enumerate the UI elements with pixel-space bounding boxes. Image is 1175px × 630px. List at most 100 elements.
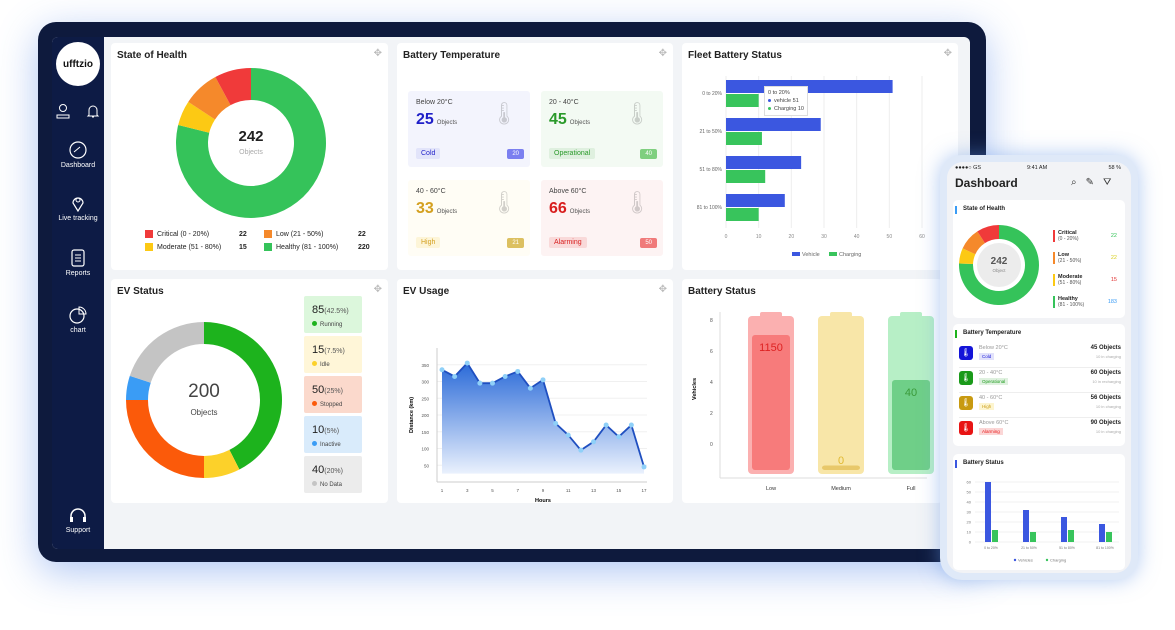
bar-vehicles[interactable]	[1099, 524, 1105, 542]
legend-swatch	[264, 230, 272, 238]
ev-status-slice[interactable]	[204, 449, 240, 478]
move-icon[interactable]: ✥	[373, 48, 382, 59]
legend-value: 220	[358, 243, 370, 251]
data-point[interactable]	[439, 367, 445, 373]
bar-vehicles[interactable]	[1023, 510, 1029, 542]
sidebar-item-chart[interactable]: chart	[52, 305, 104, 334]
bar-charging[interactable]	[1030, 532, 1036, 542]
legend-bar	[1053, 274, 1055, 286]
bar-vehicles[interactable]	[1061, 517, 1067, 542]
data-point[interactable]	[591, 439, 596, 445]
support-button[interactable]: Support	[52, 507, 104, 534]
sidebar-item-dashboard[interactable]: Dashboard	[52, 140, 104, 169]
phone-soh-slice[interactable]	[959, 225, 1039, 305]
y-tick-label: 0	[710, 442, 713, 448]
temperature-row[interactable]: 🌡 40 - 60°C High 56 Objects 10 in charging	[959, 394, 1121, 418]
phone-title: Dashboard	[955, 176, 1018, 190]
phone-battery-chart: 0 10 20 30 40 50 60 0 to 20% 21 to 50% 51 to 80% 8…	[967, 480, 1119, 563]
legend-item: Critical (0 - 20%) 22	[145, 230, 247, 238]
ev-total: 200	[188, 381, 220, 402]
data-point[interactable]	[515, 368, 521, 374]
y-tick-label: 6	[710, 349, 713, 355]
temperature-row[interactable]: 🌡 20 - 40°C Operational 60 Objects 10 in rec…	[959, 369, 1121, 393]
data-point[interactable]	[603, 422, 609, 428]
bar-vehicle[interactable]	[726, 80, 893, 93]
user-icon[interactable]	[56, 103, 70, 119]
bar-charging[interactable]	[726, 132, 762, 145]
temp-unit: Objects	[436, 209, 458, 215]
bar-vehicle[interactable]	[726, 118, 821, 131]
sidebar-item-reports[interactable]: Reports	[52, 248, 104, 277]
data-point[interactable]	[452, 373, 458, 379]
data-point[interactable]	[527, 385, 533, 391]
battery-fill[interactable]	[752, 335, 790, 470]
temp-range: 20 - 40°C	[549, 99, 579, 106]
ev-status-item[interactable]: 10(5%) Inactive	[304, 416, 362, 453]
data-point[interactable]	[490, 380, 495, 386]
bell-icon[interactable]	[86, 103, 100, 119]
phone-soh-slice[interactable]	[977, 225, 999, 244]
ev-status-slice[interactable]	[129, 322, 204, 383]
move-icon[interactable]: ✥	[373, 284, 382, 295]
bar-charging[interactable]	[992, 530, 998, 542]
phone-soh-slice[interactable]	[962, 231, 985, 255]
temp-tag: Cold	[416, 148, 441, 159]
temperature-card[interactable]: Above 60°C 66 Objects 🌡 Alarming 50	[541, 180, 663, 256]
bar-charging[interactable]	[1068, 530, 1074, 542]
move-icon[interactable]: ✥	[658, 48, 667, 59]
bar-vehicles[interactable]	[985, 482, 991, 542]
edit-icon[interactable]: ✎	[1085, 177, 1094, 188]
data-point[interactable]	[464, 360, 470, 366]
bar-charging[interactable]	[726, 208, 759, 221]
ev-status-item[interactable]: 40(20%) No Data	[304, 456, 362, 493]
move-icon[interactable]: ✥	[943, 48, 952, 59]
bar-charging[interactable]	[1106, 532, 1112, 542]
data-point[interactable]	[628, 422, 634, 428]
legend-value: 15	[239, 243, 247, 251]
legend-value: 15	[1110, 277, 1117, 283]
card-title: Battery Temperature	[403, 50, 501, 61]
filter-icon[interactable]: ⛛	[1103, 177, 1112, 188]
search-icon[interactable]: ⌕	[1071, 177, 1077, 188]
soh-slice[interactable]	[178, 101, 216, 133]
ev-status-item[interactable]: 15(7.5%) Idle	[304, 336, 362, 373]
ev-status-slice[interactable]	[126, 375, 151, 400]
battery-status-chart: 0 2 4 6 8 Vehicles 1150 Low 0 Medium 40 Full	[692, 312, 934, 492]
temperature-row[interactable]: 🌡 Below 20°C Cold 45 Objects 10 in charging	[959, 344, 1121, 368]
temperature-card[interactable]: 40 - 60°C 33 Objects 🌡 High 21	[408, 180, 530, 256]
battery-fill[interactable]	[822, 465, 860, 471]
area-fill	[442, 363, 644, 474]
data-point[interactable]	[616, 434, 622, 440]
ev-status-item[interactable]: 85(42.5%) Running	[304, 296, 362, 333]
bar-vehicle[interactable]	[726, 156, 802, 169]
bar-charging[interactable]	[726, 170, 766, 183]
bar-vehicle[interactable]	[726, 194, 785, 207]
soh-slice[interactable]	[176, 68, 326, 218]
sidebar-item-live-tracking[interactable]: Live tracking	[52, 193, 104, 222]
data-point[interactable]	[540, 377, 546, 383]
data-point[interactable]	[502, 373, 508, 379]
ev-status-item[interactable]: 50(25%) Stopped	[304, 376, 362, 413]
x-tick-label: 13	[591, 488, 597, 493]
temp-count-row: 33 Objects	[416, 200, 457, 218]
ev-total-label: Objects	[190, 408, 218, 417]
data-point[interactable]	[553, 420, 559, 426]
temperature-row[interactable]: 🌡 Above 60°C Alarming 90 Objects 10 in charg…	[959, 419, 1121, 443]
soh-slice[interactable]	[215, 68, 251, 106]
temperature-card[interactable]: Below 20°C 25 Objects 🌡 Cold 20	[408, 91, 530, 167]
move-icon[interactable]: ✥	[658, 284, 667, 295]
battery-fill[interactable]	[892, 380, 930, 470]
data-point[interactable]	[578, 447, 584, 453]
ev-status-slice[interactable]	[126, 400, 204, 478]
soh-slice[interactable]	[188, 77, 231, 120]
ev-status-slice[interactable]	[204, 322, 282, 470]
data-point[interactable]	[477, 380, 483, 386]
data-point[interactable]	[565, 432, 571, 438]
bar-charging[interactable]	[726, 94, 759, 107]
phone-soh-slice[interactable]	[959, 248, 976, 264]
temperature-card[interactable]: 20 - 40°C 45 Objects 🌡 Operational 40	[541, 91, 663, 167]
legend-swatch	[145, 243, 153, 251]
data-point[interactable]	[641, 464, 647, 470]
status-label-row: Inactive	[312, 441, 354, 448]
